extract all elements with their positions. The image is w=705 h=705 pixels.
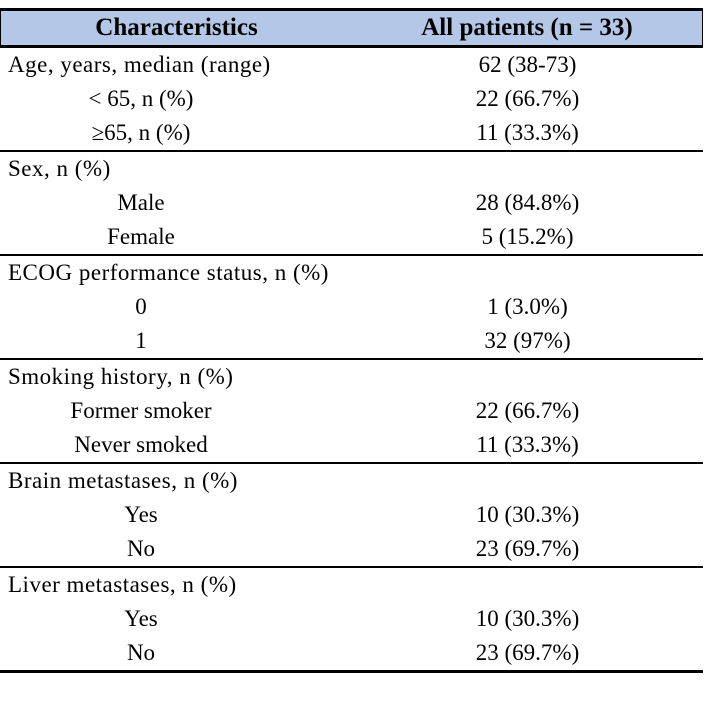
table-row: Never smoked 11 (33.3%): [0, 428, 703, 462]
table-row: Brain metastases, n (%): [0, 462, 703, 498]
row-value: 23 (69.7%): [475, 640, 580, 665]
row-value: 62 (38-73): [478, 52, 577, 77]
row-value: 5 (15.2%): [481, 224, 574, 249]
row-value: 23 (69.7%): [475, 536, 580, 561]
table-row: Sex, n (%): [0, 150, 703, 186]
table-row: Yes 10 (30.3%): [0, 602, 703, 636]
row-value: [352, 256, 703, 290]
row-value: [352, 152, 703, 186]
row-label: Yes: [124, 502, 158, 527]
header-bottom-border: [0, 45, 703, 48]
page: Characteristics All patients (n = 33) Ag…: [0, 8, 705, 673]
row-label: Smoking history, n (%): [8, 364, 234, 389]
row-label: ≥65, n (%): [91, 120, 191, 145]
table-row: ≥65, n (%) 11 (33.3%): [0, 116, 703, 150]
row-label: Female: [107, 224, 175, 249]
table-bottom-border: [0, 670, 703, 673]
row-value: 28 (84.8%): [475, 190, 580, 215]
row-label: ECOG performance status, n (%): [8, 260, 329, 285]
row-label: Age, years, median (range): [8, 52, 271, 77]
table-row: 1 32 (97%): [0, 324, 703, 358]
row-value: 32 (97%): [484, 328, 571, 353]
row-label: Sex, n (%): [8, 156, 111, 181]
row-value: 1 (3.0%): [487, 294, 568, 319]
row-label: Brain metastases, n (%): [8, 468, 238, 493]
table-row: No 23 (69.7%): [0, 636, 703, 670]
table-row: Yes 10 (30.3%): [0, 498, 703, 532]
table-row: Liver metastases, n (%): [0, 566, 703, 602]
table-body: Age, years, median (range) 62 (38-73) < …: [0, 48, 703, 670]
row-value: 22 (66.7%): [475, 398, 580, 423]
row-label: < 65, n (%): [88, 86, 194, 111]
table-row: Female 5 (15.2%): [0, 220, 703, 254]
row-value: 10 (30.3%): [475, 502, 580, 527]
row-value: 11 (33.3%): [476, 432, 579, 457]
table-header-row: Characteristics All patients (n = 33): [0, 11, 703, 45]
row-label: No: [126, 536, 156, 561]
row-label: 0: [135, 294, 147, 319]
row-value: 22 (66.7%): [475, 86, 580, 111]
row-label: No: [126, 640, 156, 665]
table-row: Age, years, median (range) 62 (38-73): [0, 48, 703, 82]
row-label: 1: [135, 328, 147, 353]
row-value: 10 (30.3%): [475, 606, 580, 631]
table-row: 0 1 (3.0%): [0, 290, 703, 324]
row-label: Yes: [124, 606, 158, 631]
table-row: Former smoker 22 (66.7%): [0, 394, 703, 428]
header-characteristics: Characteristics: [95, 14, 258, 41]
table-row: Male 28 (84.8%): [0, 186, 703, 220]
header-all-patients: All patients (n = 33): [421, 14, 633, 41]
row-label: Liver metastases, n (%): [8, 572, 237, 597]
row-value: [352, 360, 703, 394]
row-label: Former smoker: [70, 398, 212, 423]
table-row: No 23 (69.7%): [0, 532, 703, 566]
row-value: 11 (33.3%): [476, 120, 579, 145]
table-row: ECOG performance status, n (%): [0, 254, 703, 290]
table-top-border: [0, 8, 703, 11]
patient-characteristics-table: Characteristics All patients (n = 33) Ag…: [0, 8, 703, 673]
row-label: Never smoked: [74, 432, 208, 457]
table-row: < 65, n (%) 22 (66.7%): [0, 82, 703, 116]
row-value: [352, 464, 703, 498]
table-row: Smoking history, n (%): [0, 358, 703, 394]
row-value: [352, 568, 703, 602]
row-label: Male: [117, 190, 165, 215]
